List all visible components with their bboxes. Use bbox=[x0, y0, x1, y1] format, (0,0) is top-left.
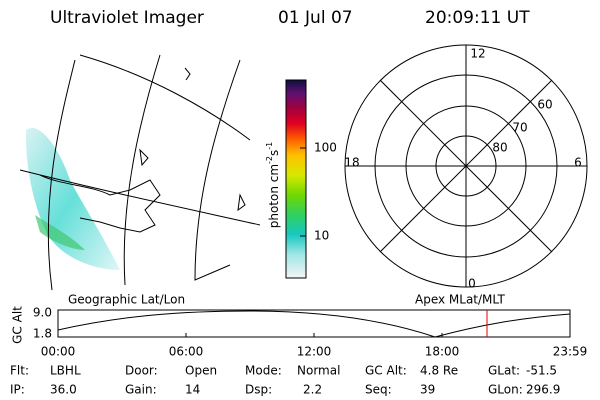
unit-base: photon cm bbox=[267, 164, 281, 228]
alt-tick-label: 1.8 bbox=[33, 327, 52, 341]
unit-exp: -1 bbox=[265, 142, 274, 150]
mlat-label: 80 bbox=[492, 141, 507, 155]
colorbar-tick-label: 10 bbox=[314, 229, 329, 243]
colorbar-unit: photon cm-2s-1 bbox=[265, 142, 281, 229]
date: 01 Jul 07 bbox=[278, 8, 353, 28]
time-ticks: 00:00 06:00 12:00 18:00 23:59 bbox=[41, 333, 588, 359]
unit-exp: -2 bbox=[265, 156, 274, 164]
field-value: 296.9 bbox=[526, 383, 560, 397]
field-value: Normal bbox=[297, 364, 340, 378]
time-tick-label: 18:00 bbox=[425, 345, 460, 359]
field-label: GLat: bbox=[488, 364, 520, 378]
time-tick-label: 23:59 bbox=[553, 345, 588, 359]
orbit-right-title: Apex MLat/MLT bbox=[415, 293, 505, 307]
mlt-label: 6 bbox=[574, 156, 582, 170]
field-value: 36.0 bbox=[50, 383, 77, 397]
unit-mid: s bbox=[267, 150, 281, 156]
mlt-label: 18 bbox=[344, 156, 359, 170]
field-label: Seq: bbox=[365, 383, 392, 397]
field-value: 14 bbox=[185, 383, 200, 397]
field-value: LBHL bbox=[50, 364, 81, 378]
field-label: Dsp: bbox=[245, 383, 272, 397]
orbit-left-title: Geographic Lat/Lon bbox=[68, 293, 185, 307]
title: Ultraviolet Imager bbox=[50, 8, 204, 28]
field-label: IP: bbox=[10, 383, 25, 397]
polar-grid bbox=[344, 44, 588, 288]
time-tick-label: 06:00 bbox=[169, 345, 204, 359]
field-value: 39 bbox=[420, 383, 435, 397]
field-label: GC Alt: bbox=[365, 364, 407, 378]
field-label: Gain: bbox=[125, 383, 157, 397]
mlt-label: 12 bbox=[470, 47, 485, 61]
field-value: Open bbox=[185, 364, 217, 378]
field-label: Door: bbox=[125, 364, 158, 378]
field-value: -51.5 bbox=[526, 364, 557, 378]
colorbar-tick-label: 100 bbox=[314, 141, 337, 155]
field-label: Flt: bbox=[10, 364, 29, 378]
time-tick-label: 00:00 bbox=[41, 345, 76, 359]
mlat-label: 60 bbox=[537, 98, 552, 112]
field-label: GLon: bbox=[488, 383, 523, 397]
alt-tick-label: 9.0 bbox=[33, 306, 52, 320]
mlat-label: 70 bbox=[512, 121, 527, 135]
map bbox=[19, 54, 261, 291]
field-label: Mode: bbox=[245, 364, 282, 378]
field-value: 4.8 Re bbox=[420, 364, 458, 378]
orbit-axis-label: GC Alt bbox=[11, 306, 25, 344]
field-value: 2.2 bbox=[303, 383, 322, 397]
colorbar bbox=[285, 79, 307, 279]
time-tick-label: 12:00 bbox=[297, 345, 332, 359]
mlt-label: 0 bbox=[468, 277, 476, 291]
orbit-curve bbox=[57, 310, 571, 338]
footer: Flt: LBHL Door: Open Mode: Normal GC Alt: 4.8 R… bbox=[10, 364, 560, 397]
time: 20:09:11 UT bbox=[425, 8, 530, 28]
